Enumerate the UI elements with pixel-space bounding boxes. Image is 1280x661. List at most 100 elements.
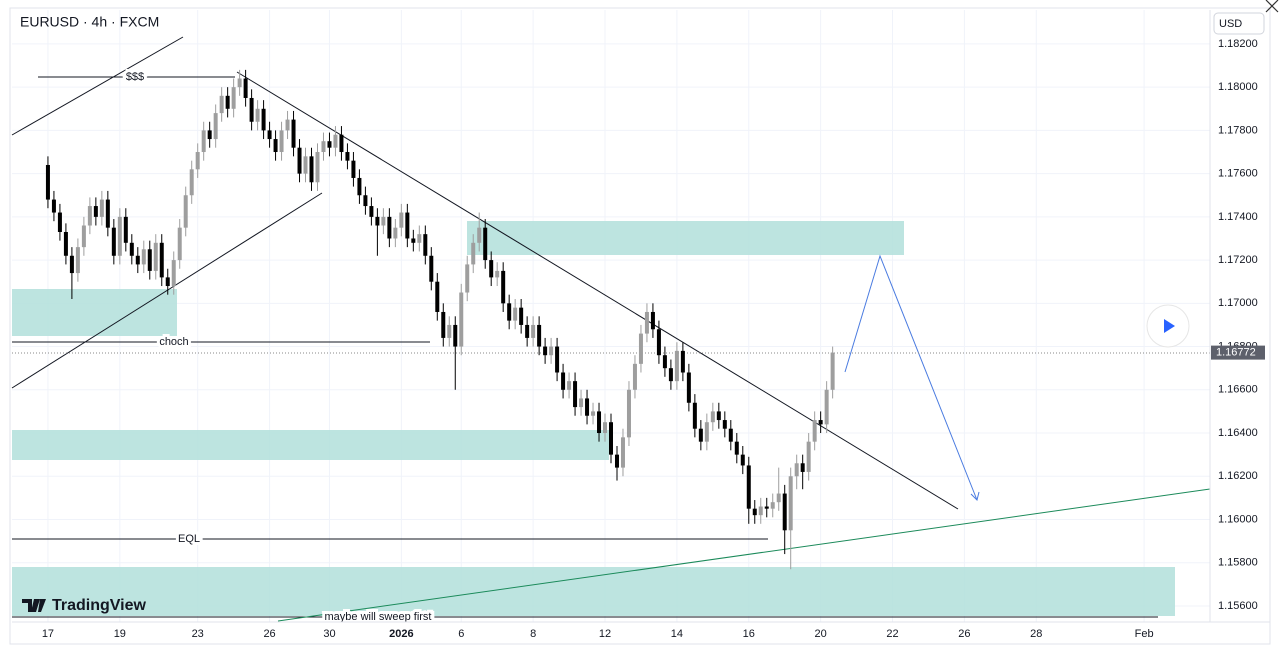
candle-body: [704, 422, 709, 442]
candle-body: [692, 402, 697, 429]
candle-body: [650, 311, 655, 330]
candle-body: [225, 95, 230, 109]
candle-body: [812, 420, 817, 442]
zone: [12, 289, 177, 336]
candle-body: [614, 454, 619, 468]
candle-body: [237, 78, 242, 88]
candle-body: [728, 428, 733, 442]
x-tick-label: 17: [42, 628, 54, 640]
currency-button[interactable]: [1213, 12, 1265, 35]
candle-body: [315, 152, 320, 183]
candle-body: [686, 372, 691, 403]
candle-body: [459, 292, 464, 347]
candle-body: [129, 242, 134, 256]
candle-body: [423, 234, 428, 256]
candle-body: [321, 141, 326, 153]
candle-body: [165, 277, 170, 287]
candle-body: [591, 411, 596, 416]
y-tick-label: 1.16600: [1218, 384, 1258, 396]
x-tick-label: 14: [671, 628, 683, 640]
candle-body: [477, 227, 482, 243]
candle-body: [249, 97, 254, 122]
candle-body: [429, 255, 434, 282]
candle-body: [507, 303, 512, 321]
candle-body: [57, 212, 62, 232]
candle-body: [674, 350, 679, 382]
candle-body: [405, 212, 410, 239]
logo-mark: [22, 599, 46, 612]
candle-body: [824, 389, 829, 425]
candle-body: [63, 231, 68, 256]
candle-body: [447, 324, 452, 338]
candle-body: [567, 381, 572, 390]
y-tick-label: 1.17400: [1218, 211, 1258, 223]
candle-body: [776, 493, 781, 503]
candle-body: [764, 506, 769, 509]
candle-body: [117, 216, 122, 256]
candle-body: [549, 346, 554, 356]
y-tick-label: 1.16400: [1218, 427, 1258, 439]
candle-body: [297, 147, 302, 174]
candle-body: [818, 420, 823, 425]
candle-body: [656, 329, 661, 356]
candle-body: [147, 249, 152, 271]
x-tick-label: 26: [263, 628, 275, 640]
candle-body: [327, 141, 332, 148]
trend-line: [277, 488, 1211, 622]
logo-text: TradingView: [52, 597, 147, 614]
candle-body: [333, 134, 338, 148]
candle-body: [195, 152, 200, 170]
candle-body: [740, 454, 745, 466]
candle-body: [213, 113, 218, 140]
candle-body: [579, 398, 584, 408]
candle-body: [734, 441, 739, 455]
candle-body: [555, 346, 560, 373]
close-icon[interactable]: [1265, 0, 1279, 13]
candle-body: [710, 411, 715, 423]
x-tick-label: 16: [743, 628, 755, 640]
annotation: maybe will sweep first: [325, 611, 432, 623]
x-tick-label: Feb: [1135, 628, 1154, 640]
candle-body: [668, 368, 673, 382]
candle-body: [441, 311, 446, 338]
candle-body: [393, 227, 398, 239]
candle-body: [183, 195, 188, 228]
candle-body: [267, 130, 272, 140]
currency-label[interactable]: USD: [1219, 18, 1242, 30]
candle-body: [351, 160, 356, 178]
drawings: [11, 36, 1211, 622]
candle-body: [543, 346, 548, 356]
candle-body: [261, 108, 266, 131]
x-tick-label: 20: [815, 628, 827, 640]
candle-body: [51, 199, 56, 213]
candle-body: [69, 255, 74, 274]
candle-body: [399, 212, 404, 228]
candle-body: [632, 363, 637, 390]
zone: [12, 430, 609, 460]
last-price-badge: [1211, 345, 1265, 360]
candle-body: [800, 463, 805, 472]
candle-body: [722, 420, 727, 429]
candle-body: [770, 502, 775, 509]
candle-body: [123, 216, 128, 243]
candle-body: [93, 206, 98, 217]
x-tick-label: 28: [1030, 628, 1042, 640]
channel-line: [11, 192, 323, 389]
candle-body: [219, 95, 224, 114]
candle-body: [626, 389, 631, 438]
candle-body: [513, 307, 518, 321]
candle-body: [746, 465, 751, 509]
candle-body: [45, 164, 50, 200]
candle-body: [465, 264, 470, 293]
candle-body: [159, 242, 164, 278]
candle-body: [387, 216, 392, 239]
replay-icon[interactable]: [1164, 319, 1175, 333]
candle-body: [381, 216, 386, 226]
y-tick-label: 1.17000: [1218, 297, 1258, 309]
candle-body: [489, 260, 494, 278]
candle-body: [345, 152, 350, 161]
y-tick-label: 1.15600: [1218, 600, 1258, 612]
frame: [9, 7, 1271, 645]
candle-body: [375, 216, 380, 226]
candle-body: [644, 311, 649, 334]
